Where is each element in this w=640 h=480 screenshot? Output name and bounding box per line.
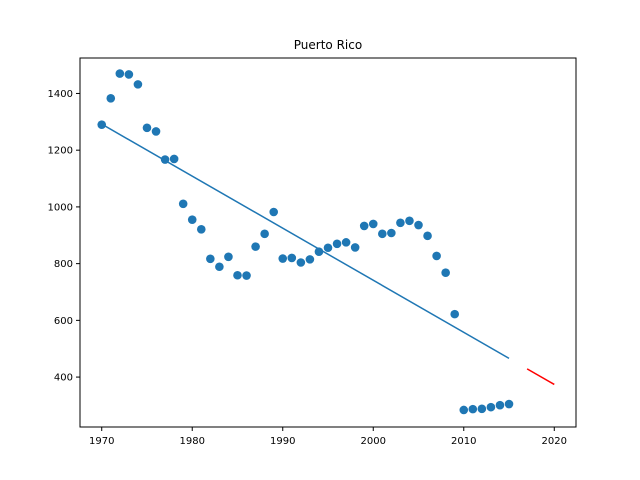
- data-point: [187, 215, 197, 224]
- data-point: [287, 253, 297, 263]
- data-point: [486, 402, 496, 412]
- data-point: [387, 228, 396, 238]
- axes: [79, 57, 577, 428]
- data-point: [97, 120, 107, 129]
- data-point: [269, 207, 278, 217]
- data-point: [396, 218, 405, 228]
- points-layer: [97, 69, 514, 415]
- data-point: [242, 271, 251, 280]
- y-tick-label: 600: [54, 316, 73, 327]
- fit-line-layer: [101, 123, 555, 386]
- data-point: [368, 219, 378, 229]
- y-tick-label: 1400: [48, 89, 73, 100]
- y-axis-ticks: 400 600 800 1000 1200 1400: [48, 89, 80, 384]
- data-point: [224, 252, 233, 262]
- x-tick-label: 1990: [270, 436, 295, 447]
- data-point: [251, 242, 260, 251]
- data-point: [196, 225, 206, 234]
- data-point: [378, 229, 387, 239]
- projection-line: [526, 368, 555, 386]
- data-point: [441, 268, 450, 278]
- data-point: [115, 69, 125, 78]
- data-point: [459, 405, 469, 415]
- data-point: [468, 404, 478, 414]
- data-point: [124, 70, 134, 79]
- data-point: [323, 243, 333, 253]
- data-point: [260, 229, 269, 239]
- data-point: [359, 221, 369, 231]
- data-point: [106, 93, 116, 103]
- data-point: [206, 254, 215, 264]
- data-point: [233, 270, 242, 280]
- data-point: [332, 239, 342, 249]
- x-axis-ticks: 1970 1980 1990 2000 2010 2020: [89, 427, 567, 447]
- data-point: [296, 258, 306, 267]
- data-point: [305, 255, 315, 264]
- x-tick-label: 2020: [542, 436, 567, 447]
- y-tick-label: 400: [54, 373, 73, 384]
- x-tick-label: 1980: [180, 436, 205, 447]
- data-point: [160, 155, 170, 164]
- data-point: [314, 247, 324, 257]
- x-tick-label: 1970: [89, 436, 114, 447]
- data-point: [432, 251, 441, 261]
- chart-title: Puerto Rico: [294, 38, 362, 52]
- y-tick-label: 1200: [48, 146, 73, 157]
- y-tick-label: 800: [54, 259, 73, 270]
- data-point: [450, 309, 460, 319]
- data-point: [350, 243, 360, 252]
- data-point: [423, 231, 432, 241]
- y-tick-label: 1000: [48, 202, 73, 213]
- x-tick-label: 2010: [451, 436, 476, 447]
- data-point: [142, 123, 152, 133]
- data-point: [178, 199, 188, 209]
- plot-frame: [79, 57, 577, 428]
- data-point: [341, 238, 351, 247]
- data-point: [414, 220, 423, 230]
- fit-line: [101, 123, 510, 360]
- data-point: [504, 399, 514, 409]
- data-point: [133, 80, 143, 89]
- x-tick-label: 2000: [361, 436, 386, 447]
- data-point: [495, 400, 505, 410]
- data-point: [151, 127, 161, 136]
- data-point: [215, 262, 224, 272]
- data-point: [405, 216, 414, 226]
- data-point: [169, 154, 179, 164]
- data-point: [477, 404, 487, 414]
- data-point: [278, 254, 288, 263]
